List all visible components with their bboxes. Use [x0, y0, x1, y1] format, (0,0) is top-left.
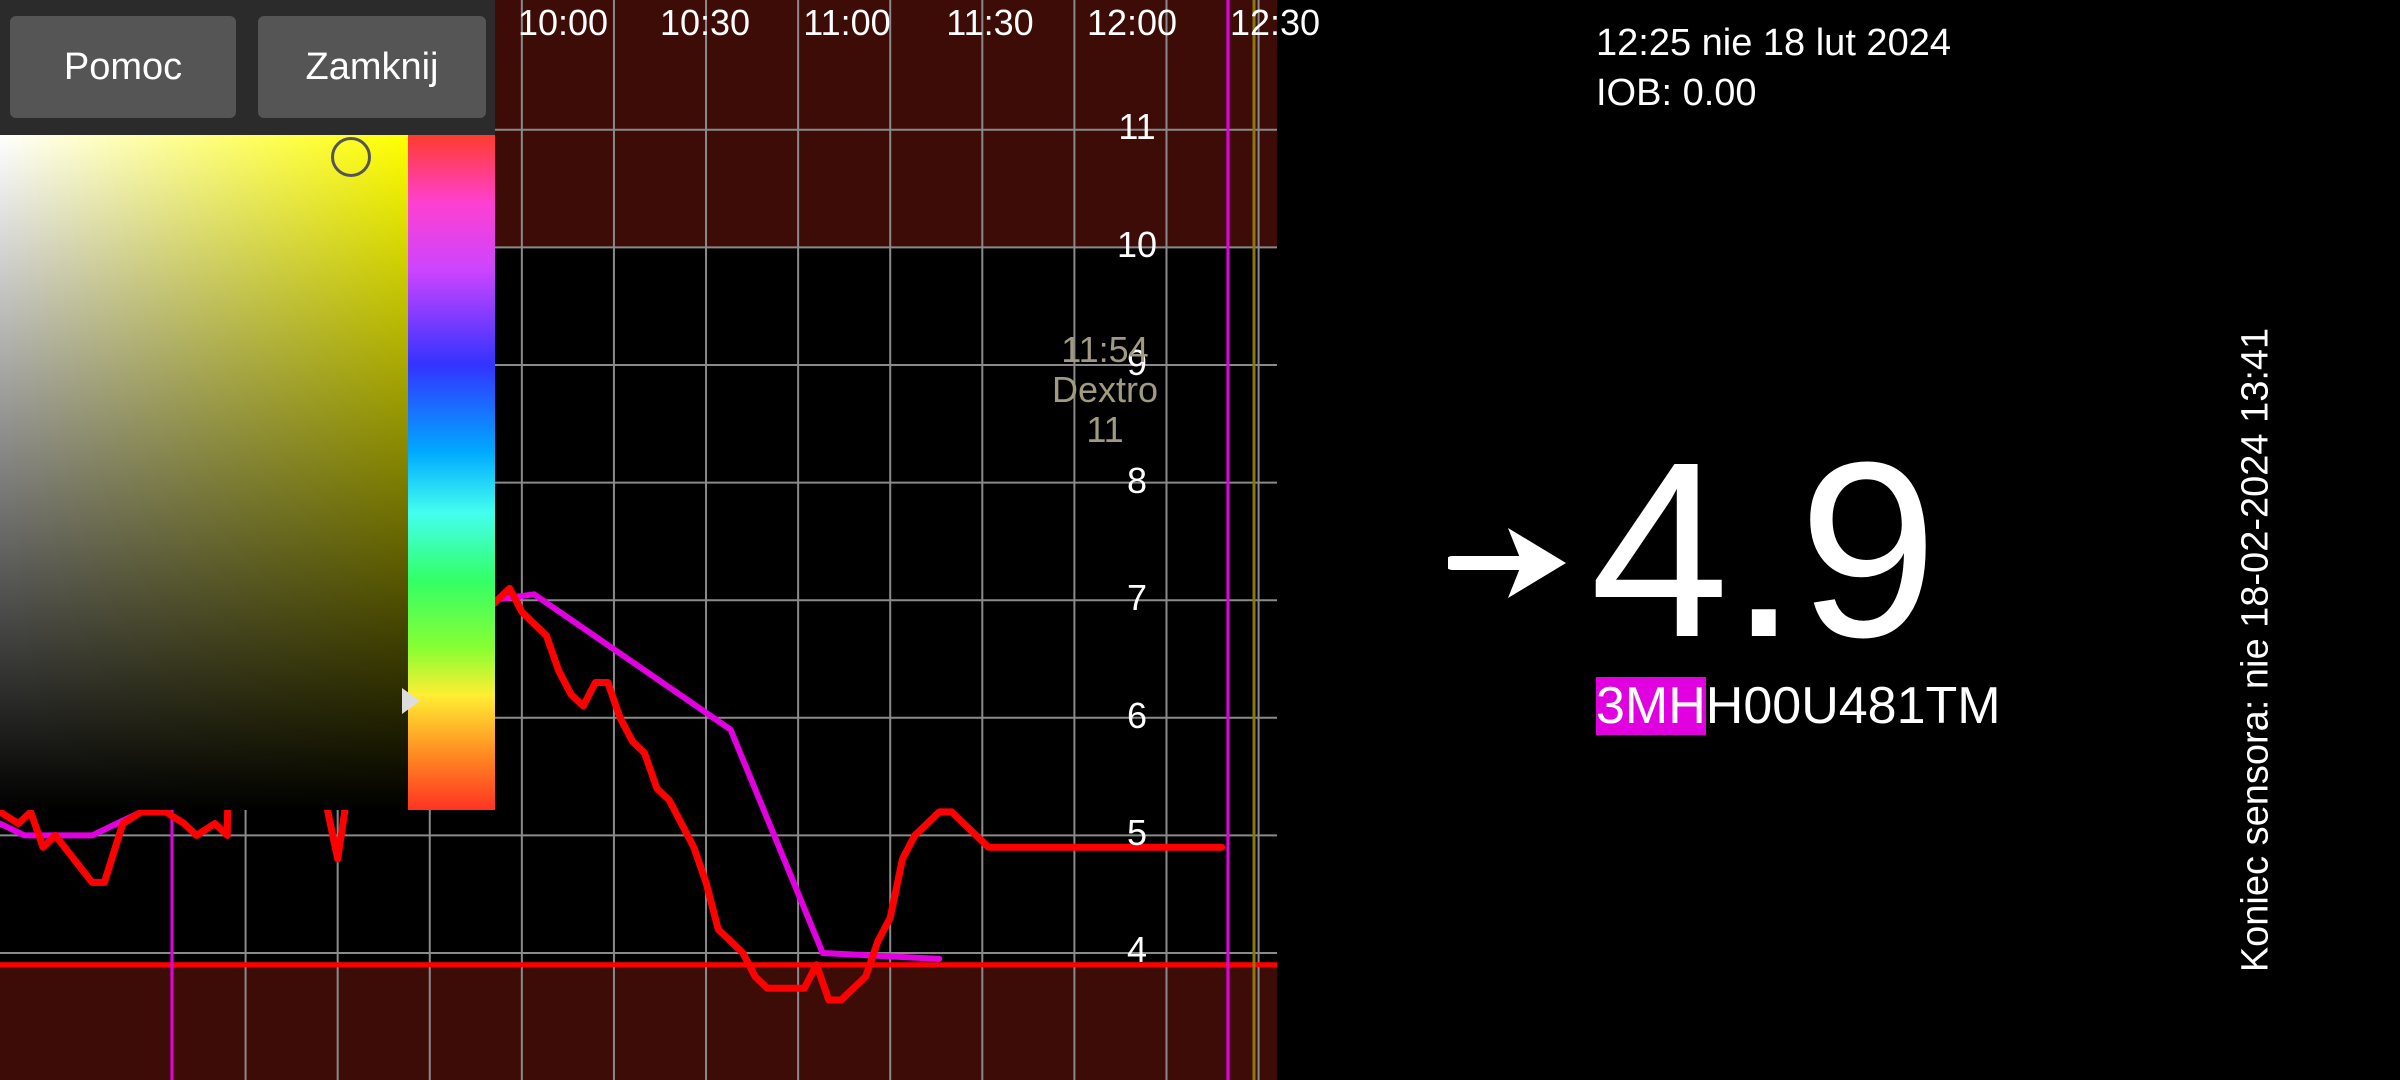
y-tick-label: 11 — [1118, 106, 1156, 147]
x-tick-label: 12:30 — [1229, 2, 1321, 43]
sensor-id-rest: H00U481TM — [1705, 677, 2001, 735]
current-datetime: 12:25 nie 18 lut 2024 — [1596, 22, 1951, 64]
dextro-annotation[interactable]: 11:54 Dextro 11 — [1052, 330, 1158, 450]
sensor-end-label: Koniec sensora: nie 18-02-2024 13:41 — [2234, 327, 2277, 973]
y-tick-label: 7 — [1126, 577, 1148, 618]
iob-value: IOB: 0.00 — [1596, 72, 1757, 114]
y-tick-label: 4 — [1126, 929, 1148, 970]
y-tick-label: 10 — [1116, 224, 1158, 265]
glucose-value: 4.9 — [1590, 410, 1938, 689]
sensor-id-highlight: 3MH — [1596, 677, 1706, 735]
annotation-time: 11:54 — [1061, 329, 1149, 370]
y-tick-label: 9 — [1126, 342, 1148, 383]
saturation-value-panel[interactable] — [0, 135, 408, 810]
hue-slider[interactable] — [408, 135, 495, 810]
annotation-value: 11 — [1086, 409, 1124, 450]
x-tick-label: 10:00 — [517, 2, 609, 43]
y-tick-label: 8 — [1126, 460, 1148, 501]
sensor-id: 3MHH00U481TM — [1596, 677, 2001, 735]
y-tick-label: 6 — [1126, 695, 1148, 736]
x-tick-label: 12:00 — [1086, 2, 1178, 43]
annotation-label: Dextro — [1051, 369, 1159, 410]
x-tick-label: 11:30 — [946, 2, 1034, 43]
color-picker-dialog: Pomoc Zamknij — [0, 0, 495, 810]
x-tick-label: 10:30 — [659, 2, 751, 43]
x-tick-label: 11:00 — [803, 2, 891, 43]
low-zone — [0, 964, 1277, 1080]
arrow-right-icon — [1448, 528, 1566, 598]
color-selector-handle[interactable] — [331, 137, 371, 177]
hue-slider-handle[interactable] — [402, 688, 420, 714]
close-button[interactable]: Zamknij — [258, 16, 486, 118]
help-button[interactable]: Pomoc — [10, 16, 236, 118]
y-tick-label: 5 — [1126, 812, 1148, 853]
dialog-button-bar: Pomoc Zamknij — [0, 0, 495, 135]
